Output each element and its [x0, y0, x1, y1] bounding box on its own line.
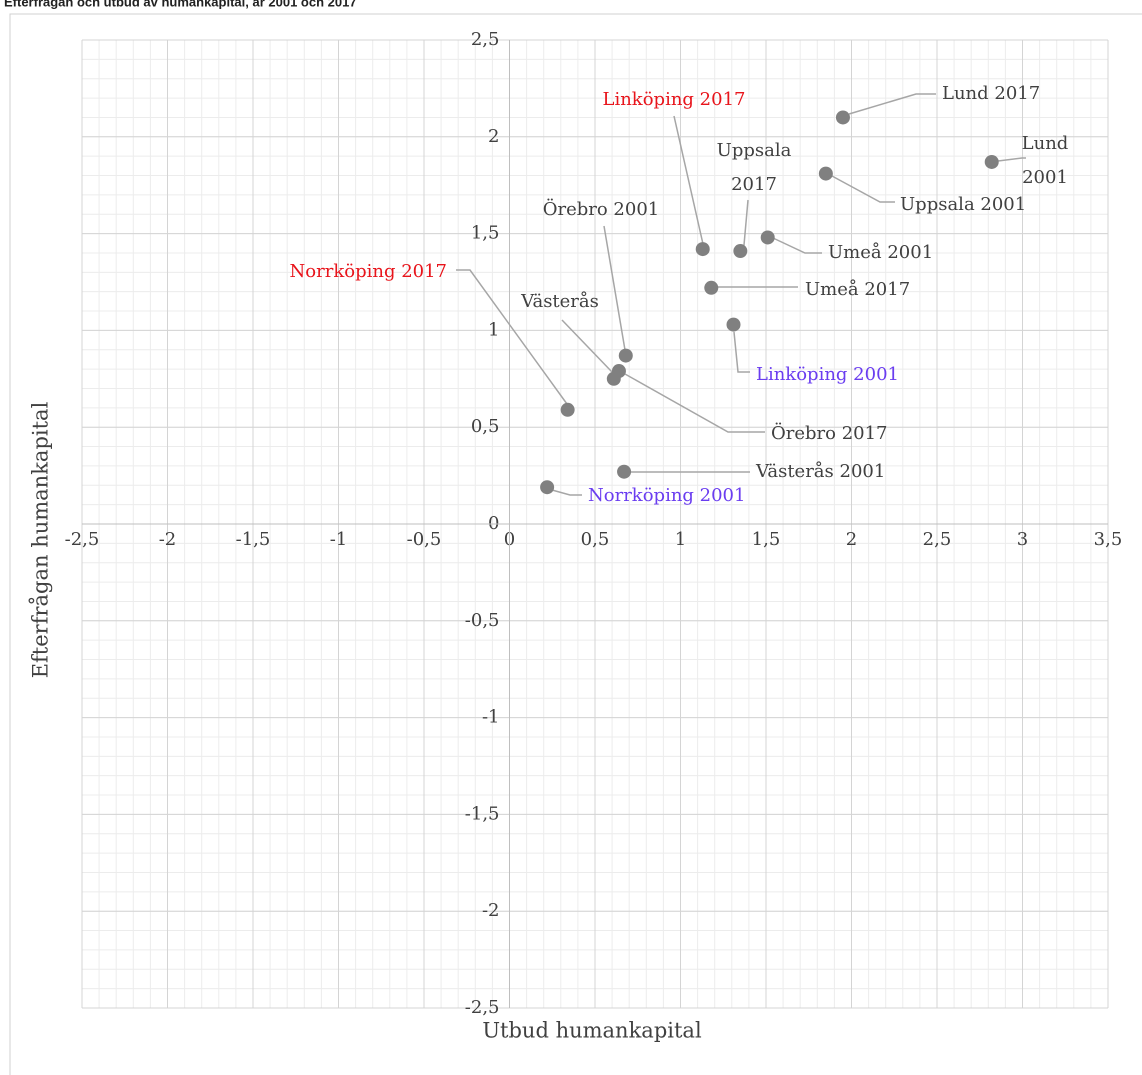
- data-point: [818, 166, 833, 181]
- data-label: Örebro 2017: [771, 421, 888, 444]
- x-tick-label: 1: [675, 529, 686, 550]
- data-label: Uppsala 2001: [900, 194, 1026, 215]
- data-label: Umeå 2017: [805, 278, 910, 300]
- x-tick-label: -2,5: [65, 529, 100, 550]
- data-label: Västerås 2001: [755, 460, 885, 482]
- y-tick-label: 2: [488, 126, 499, 147]
- leader-line: [603, 225, 626, 351]
- leader-line: [456, 269, 568, 405]
- x-tick-label: 1,5: [752, 529, 781, 550]
- data-label: Linköping 2017: [603, 89, 746, 110]
- data-label: Uppsala 2017: [717, 140, 792, 195]
- y-tick-label: 1: [488, 319, 499, 340]
- leader-line: [733, 331, 750, 373]
- y-tick-label: -2: [482, 900, 500, 921]
- x-tick-label: 2,5: [923, 529, 952, 550]
- leader-line: [772, 237, 822, 254]
- chart-title: Efterfrågan och utbud av humankapital, å…: [4, 0, 357, 9]
- y-tick-label: -1,5: [465, 803, 500, 824]
- data-point: [618, 348, 633, 363]
- x-tick-label: -0,5: [407, 529, 442, 550]
- data-label: Norrköping 2001: [588, 485, 745, 506]
- x-tick-label: 2: [846, 529, 857, 550]
- leader-line: [673, 115, 704, 245]
- y-tick-label: 1,5: [471, 223, 500, 244]
- data-label: Lund 2017: [942, 83, 1040, 104]
- leader-line: [624, 373, 765, 433]
- data-point: [704, 280, 719, 295]
- data-point: [733, 244, 748, 259]
- y-tick-label: -1: [482, 707, 500, 728]
- data-point: [617, 464, 632, 479]
- data-point: [560, 402, 575, 417]
- y-tick-label: -2,5: [465, 997, 500, 1018]
- x-tick-label: 3: [1017, 529, 1028, 550]
- data-label: Västerås: [520, 290, 599, 312]
- data-label: Norrköping 2017: [290, 261, 447, 282]
- x-axis-title: Utbud humankapital: [482, 1019, 702, 1043]
- data-point: [835, 110, 850, 125]
- x-tick-label: -2: [159, 529, 177, 550]
- x-tick-label: -1: [330, 529, 348, 550]
- data-point: [540, 480, 555, 495]
- data-point: [984, 154, 999, 169]
- data-label: Lund 2001: [1022, 133, 1069, 188]
- leader-line: [997, 157, 1026, 162]
- data-label: Umeå 2001: [828, 241, 933, 263]
- data-point: [611, 364, 626, 379]
- data-label: Linköping 2001: [756, 364, 899, 385]
- leader-line: [848, 93, 936, 115]
- x-tick-label: 3,5: [1094, 529, 1123, 550]
- data-point: [760, 230, 775, 245]
- leader-line: [551, 489, 582, 496]
- chart-frame: [9, 13, 1142, 1075]
- data-label: Örebro 2001: [543, 197, 660, 220]
- data-point: [695, 242, 710, 257]
- y-tick-label: -0,5: [465, 610, 500, 631]
- y-axis-title: Efterfrågan humankapital: [29, 401, 53, 678]
- leader-line: [561, 319, 613, 373]
- y-tick-label: 0,5: [471, 416, 500, 437]
- y-tick-label: 2,5: [471, 29, 500, 50]
- x-tick-label: 0,5: [581, 529, 610, 550]
- data-point: [726, 317, 741, 332]
- leader-line: [743, 199, 749, 246]
- x-tick-label: -1,5: [236, 529, 271, 550]
- leader-line: [831, 175, 895, 203]
